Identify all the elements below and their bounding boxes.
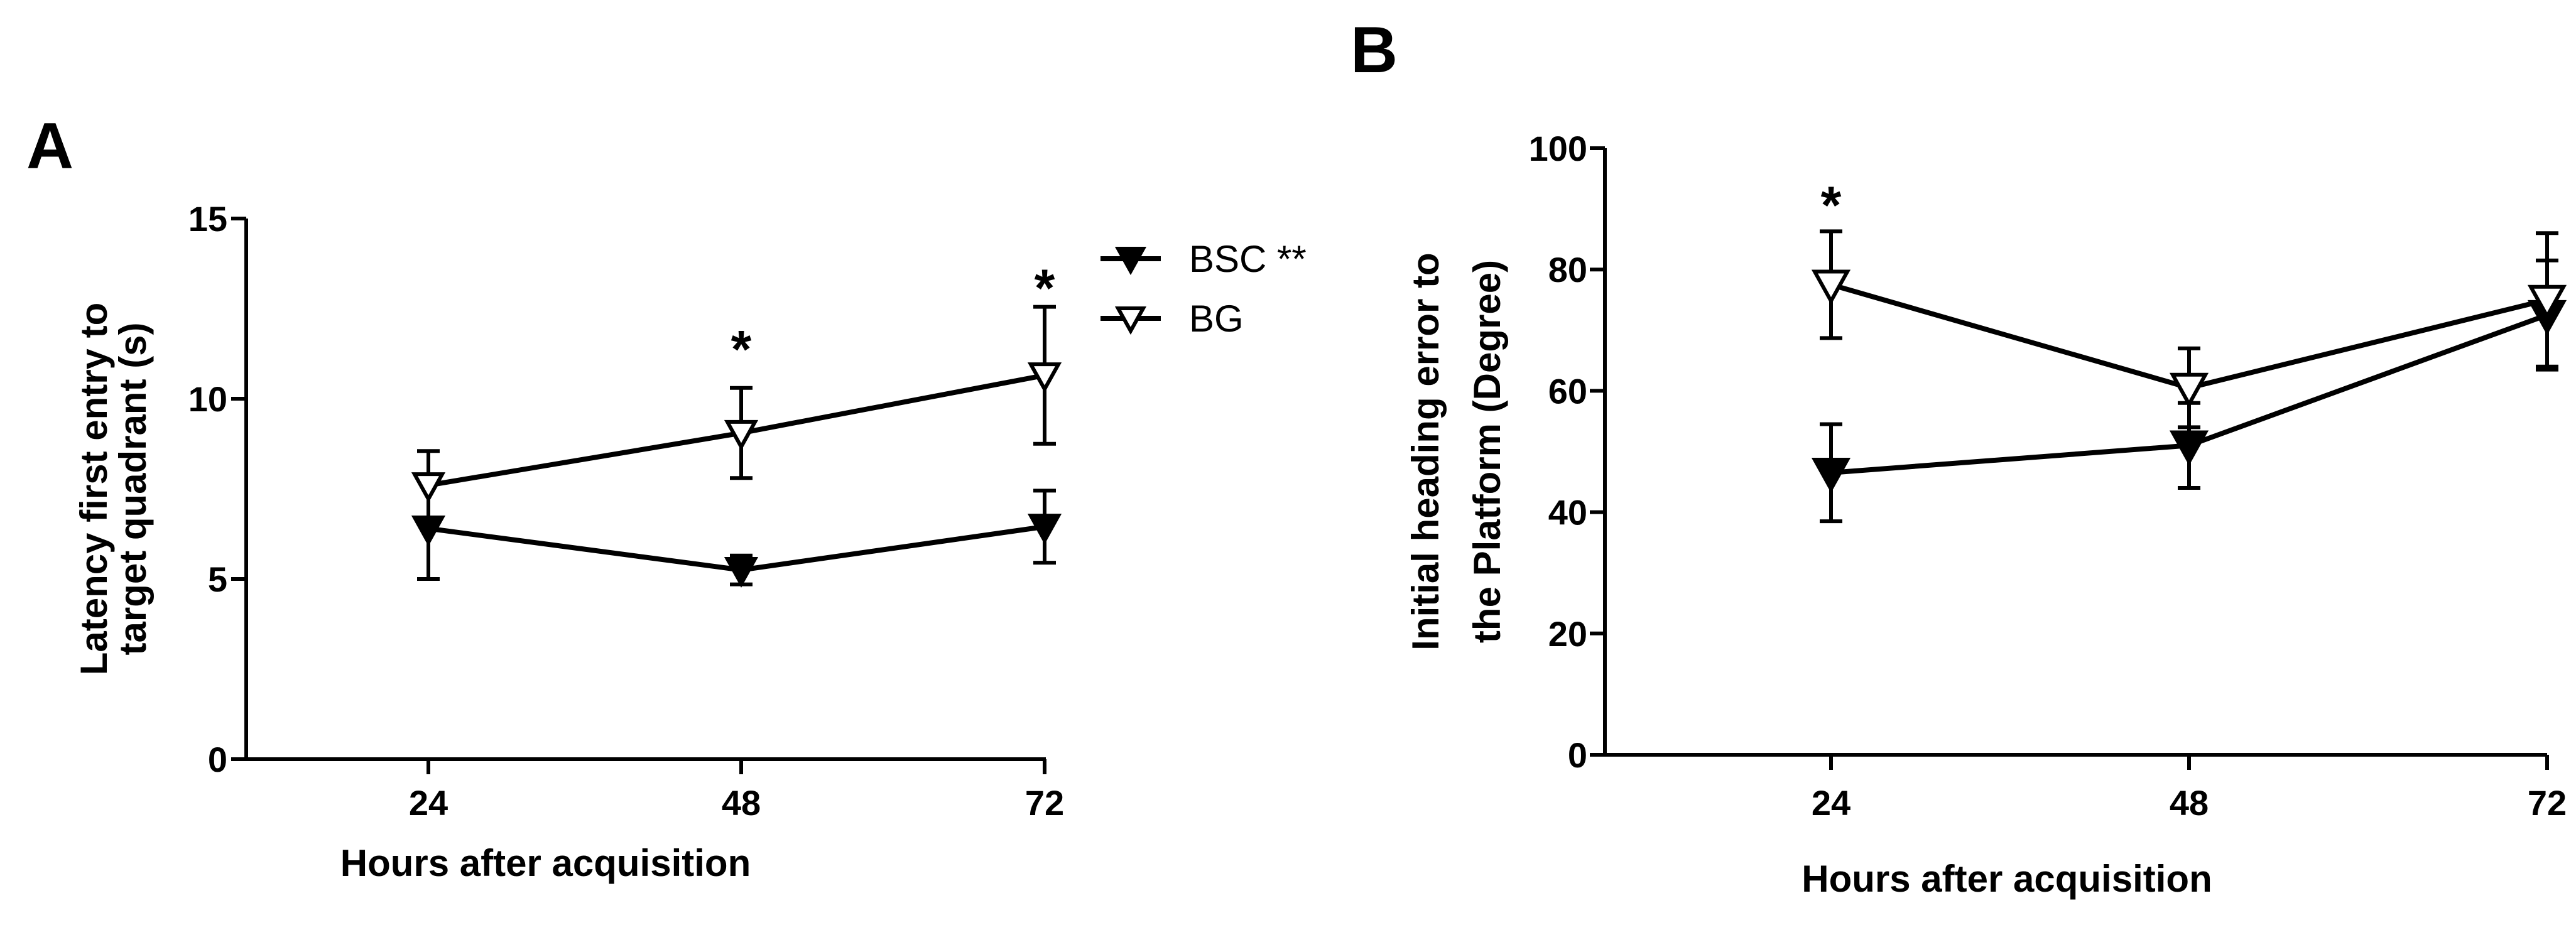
y-tick-label: 5 bbox=[208, 559, 227, 599]
x-tick-label: 24 bbox=[1812, 783, 1850, 823]
x-tick-label: 24 bbox=[409, 783, 448, 823]
legend-label: BSC ** bbox=[1189, 238, 1307, 280]
data-point bbox=[1027, 514, 1062, 544]
legend-marker bbox=[1114, 247, 1147, 276]
chart-panel-a: 0 5 10 15 24 48 72 Hours after acquisition Laten… bbox=[73, 199, 1064, 884]
data-point bbox=[2527, 284, 2567, 320]
chart-panel-b: 0 20 40 60 80 100 24 48 72 Hours after acquisitio… bbox=[1405, 129, 2567, 900]
panel-label-a: A bbox=[26, 110, 73, 183]
y-tick-label: 80 bbox=[1548, 250, 1587, 289]
data-point bbox=[2169, 372, 2209, 408]
y-tick-label: 15 bbox=[188, 199, 227, 239]
data-point bbox=[724, 557, 759, 588]
x-tick-label: 72 bbox=[2528, 783, 2567, 823]
legend-marker bbox=[1114, 306, 1147, 335]
significance-marker: * bbox=[1035, 259, 1055, 318]
x-axis-title: Hours after acquisition bbox=[1802, 858, 2212, 900]
y-tick-label: 10 bbox=[188, 379, 227, 419]
y-axis-title-line: target quadrant (s) bbox=[112, 322, 154, 655]
data-point bbox=[1811, 269, 1851, 305]
legend: BSC ** BG bbox=[1101, 238, 1307, 340]
significance-marker: * bbox=[731, 320, 752, 379]
data-point bbox=[2169, 430, 2209, 466]
data-point bbox=[1027, 362, 1062, 393]
legend-item: BG bbox=[1101, 298, 1244, 340]
significance-marker: * bbox=[1821, 175, 1842, 234]
legend-label: BG bbox=[1189, 298, 1244, 340]
y-tick-label: 100 bbox=[1529, 129, 1587, 168]
x-tick-label: 48 bbox=[2170, 783, 2209, 823]
y-tick-label: 40 bbox=[1548, 493, 1587, 532]
series-bg bbox=[411, 305, 1062, 522]
y-axis-title-line: Initial heading error to bbox=[1405, 252, 1447, 650]
data-point bbox=[1811, 458, 1851, 493]
y-tick-label: 0 bbox=[208, 740, 227, 779]
panel-label-b: B bbox=[1350, 14, 1398, 87]
y-tick-label: 20 bbox=[1548, 614, 1587, 654]
series-bsc bbox=[411, 476, 1062, 588]
y-axis-title-line: Latency first entry to bbox=[73, 303, 115, 675]
x-tick-label: 48 bbox=[722, 783, 761, 823]
x-axis-title: Hours after acquisition bbox=[340, 842, 751, 884]
y-tick-label: 60 bbox=[1548, 371, 1587, 411]
data-point bbox=[724, 419, 759, 451]
data-point bbox=[411, 472, 446, 503]
series-bg bbox=[1811, 229, 2567, 430]
legend-item: BSC ** bbox=[1101, 238, 1307, 280]
y-tick-label: 0 bbox=[1568, 735, 1587, 775]
y-axis-title-line: the Platform (Degree) bbox=[1466, 260, 1508, 643]
x-tick-label: 72 bbox=[1025, 783, 1064, 823]
